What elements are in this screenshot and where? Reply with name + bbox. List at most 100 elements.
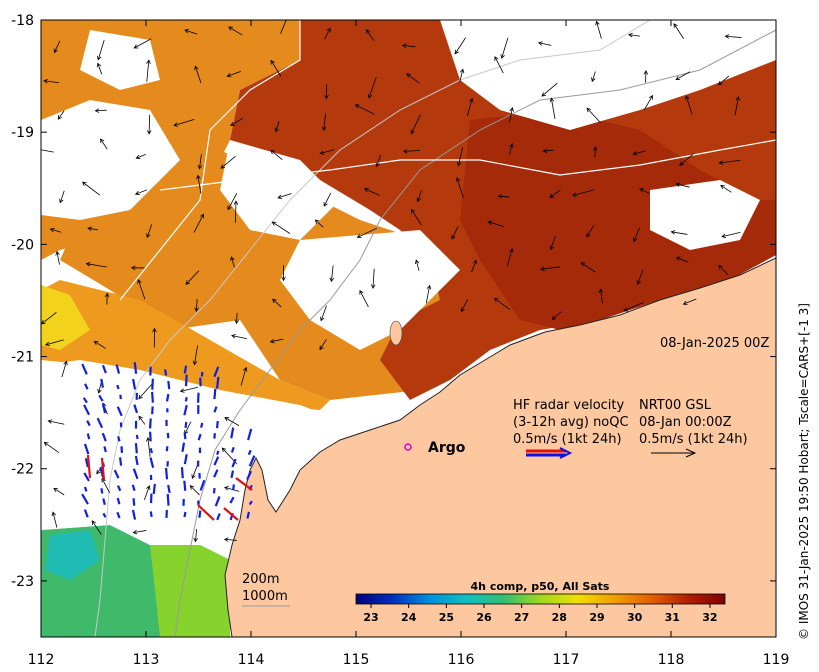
- current-arrowhead: [580, 262, 586, 267]
- current-arrow: [234, 201, 237, 224]
- nrt-legend-arrowhead: [685, 448, 697, 458]
- current-arrow: [185, 270, 200, 285]
- radar-arrow: [83, 486, 88, 492]
- x-tick-label: 114: [238, 652, 265, 668]
- radar-arrow: [200, 422, 204, 428]
- current-arrowhead: [549, 193, 555, 198]
- current-arrow: [410, 209, 422, 226]
- radar-arrow: [213, 366, 220, 378]
- current-arrowhead: [497, 194, 503, 199]
- current-arrowhead: [138, 394, 143, 400]
- radar-arrow: [213, 456, 220, 466]
- current-arrowhead: [32, 147, 36, 151]
- current-arrow: [61, 361, 67, 378]
- current-arrowhead: [191, 474, 196, 479]
- current-arrow: [88, 227, 99, 231]
- radar-arrow: [149, 511, 153, 518]
- current-arrow: [194, 66, 202, 84]
- colorbar-tick-label: 31: [665, 611, 680, 624]
- current-arrow: [133, 530, 147, 534]
- isobath-200m: [174, 29, 776, 637]
- sst-red-mid: [460, 110, 776, 330]
- current-arrowhead: [675, 182, 681, 187]
- current-arrow: [586, 107, 601, 124]
- current-arrow: [315, 219, 324, 228]
- current-arrow: [549, 189, 561, 198]
- current-arrow: [48, 420, 65, 425]
- current-arrowhead: [542, 148, 548, 154]
- colorbar-tick-label: 25: [439, 611, 454, 624]
- current-arrow: [275, 121, 280, 132]
- current-arrow: [721, 232, 741, 237]
- current-arrow: [402, 45, 416, 48]
- current-arrow: [270, 150, 283, 161]
- current-arrowhead: [224, 417, 229, 422]
- current-arrowhead: [132, 529, 138, 535]
- current-arrowhead: [319, 150, 325, 155]
- radar-arrow: [183, 511, 187, 518]
- sst-cyan-patch: [45, 530, 100, 580]
- current-arrowhead: [97, 55, 102, 61]
- radar-arrow: [184, 396, 188, 402]
- current-arrowhead: [370, 284, 376, 289]
- current-arrow: [56, 251, 60, 265]
- current-arrow: [320, 305, 327, 321]
- current-arrowhead: [356, 233, 362, 239]
- current-arrow: [240, 367, 247, 386]
- current-arrowhead: [51, 511, 56, 517]
- current-arrowhead: [94, 108, 100, 113]
- radar-arrow: [184, 421, 188, 428]
- radar-arrow: [216, 450, 220, 456]
- current-arrowhead: [402, 148, 408, 154]
- radar-arrow: [84, 458, 89, 468]
- current-arrow: [138, 383, 153, 399]
- radar-arrow: [116, 485, 122, 492]
- sst-yellow-patch: [41, 285, 90, 350]
- current-arrow: [57, 110, 65, 120]
- radar-arrow: [83, 509, 89, 518]
- current-arrowhead: [146, 233, 151, 239]
- sst-contour-line: [119, 20, 301, 301]
- sst-green-light: [150, 545, 230, 637]
- colorbar-tick-label: 28: [552, 611, 567, 624]
- current-arrowhead: [591, 77, 596, 83]
- current-arrowhead: [55, 250, 60, 256]
- current-arrowhead: [539, 266, 545, 272]
- current-arrow: [100, 138, 108, 150]
- current-arrow: [368, 77, 377, 98]
- coastline: [224, 257, 776, 637]
- radar-arrow: [180, 467, 184, 479]
- current-arrow: [148, 114, 151, 134]
- radar-arrow: [200, 371, 204, 377]
- current-arrowhead: [720, 184, 725, 190]
- current-arrow: [720, 185, 732, 193]
- current-arrow: [236, 312, 238, 324]
- current-arrow: [135, 189, 148, 195]
- current-arrowhead: [314, 219, 320, 224]
- radar-arrow: [101, 432, 107, 442]
- current-arrowhead: [199, 213, 205, 219]
- current-arrowhead: [586, 107, 591, 113]
- radar-arrow: [151, 406, 154, 415]
- current-arrowhead: [648, 94, 653, 100]
- current-arrow: [540, 266, 561, 270]
- colorbar-tick-label: 26: [476, 611, 492, 624]
- current-arrow: [459, 69, 464, 83]
- current-arrowhead: [721, 233, 727, 239]
- radar-arrow: [216, 513, 221, 521]
- radar-arrow: [115, 364, 121, 374]
- radar-arrow-red: [100, 457, 106, 481]
- current-arrow: [498, 195, 510, 198]
- current-arrowhead: [643, 70, 649, 75]
- current-arrow: [538, 42, 552, 46]
- radar-arrow: [164, 467, 169, 480]
- current-arrowhead: [324, 94, 329, 100]
- current-arrowhead: [509, 107, 514, 112]
- current-arrow: [319, 339, 327, 350]
- radar-arrow: [82, 397, 88, 404]
- current-arrowhead: [234, 319, 240, 325]
- current-arrow: [224, 538, 237, 541]
- current-arrow: [173, 118, 195, 126]
- current-arrowhead: [551, 315, 557, 320]
